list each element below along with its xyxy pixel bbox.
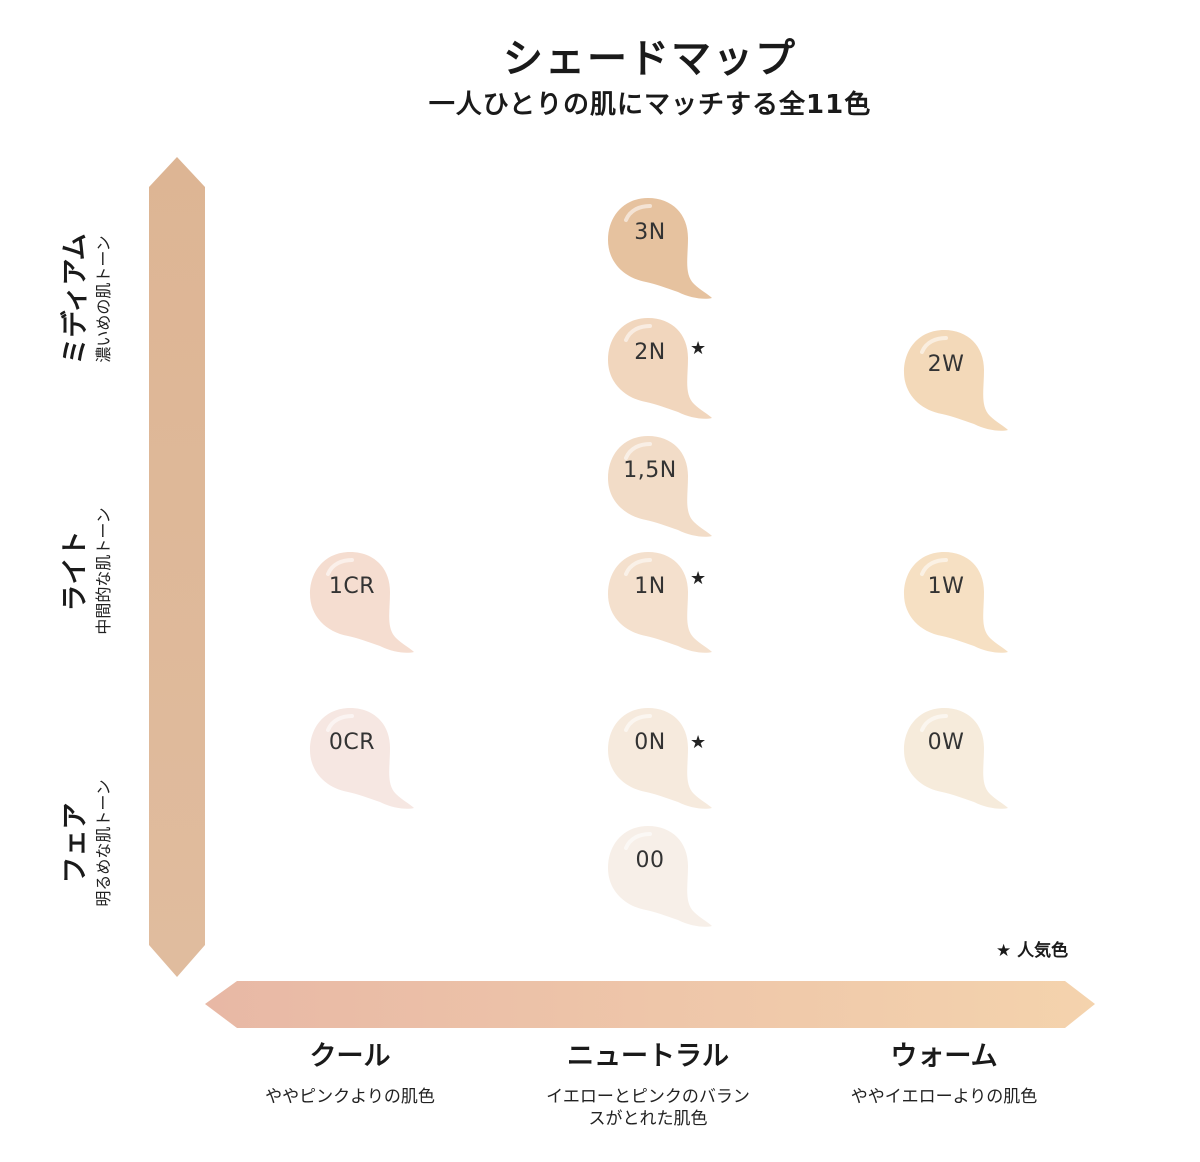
shade-1-5n-code: 1,5N — [623, 458, 677, 483]
y-label-medium: ミディアム 濃いめの肌トーン — [59, 169, 129, 429]
y-label-fair: フェア 明るめな肌トーン — [59, 713, 129, 973]
y-label-fair-main: フェア — [60, 802, 91, 884]
shade-drop-shape — [608, 552, 712, 653]
shade-drop-shape — [310, 552, 414, 653]
shade-1n: 1N — [608, 552, 718, 672]
shade-2n-drop — [608, 318, 712, 419]
shade-3n: 3N — [608, 198, 718, 318]
x-label-neutral: ニュートラル イエローとピンクのバランスがとれた肌色 — [488, 1040, 808, 1130]
x-label-neutral-main: ニュートラル — [567, 1041, 729, 1072]
shade-0n-code: 0N — [634, 730, 666, 755]
shade-0n-drop — [608, 708, 712, 809]
x-label-neutral-sub: イエローとピンクのバランスがとれた肌色 — [546, 1087, 750, 1129]
shade-2w-drop — [904, 330, 1008, 431]
shade-0cr: 0CR — [310, 708, 420, 828]
shade-1n-code: 1N — [634, 574, 666, 599]
shade-3n-code: 3N — [634, 220, 666, 245]
x-label-cool-main: クール — [309, 1041, 391, 1072]
vertical-axis-arrow — [149, 157, 205, 977]
x-label-warm-sub: ややイエローよりの肌色 — [850, 1087, 1038, 1107]
shade-drop-shape — [904, 330, 1008, 431]
horizontal-axis-arrow — [205, 981, 1095, 1028]
shade-00-drop — [608, 826, 712, 927]
shade-drop-shape — [608, 318, 712, 419]
shade-1-5n-drop — [608, 436, 712, 537]
y-label-light-main: ライト — [60, 530, 91, 612]
shade-drop-highlight — [920, 558, 948, 576]
shade-0w-code: 0W — [927, 730, 965, 755]
shade-0n: 0N — [608, 708, 718, 828]
shade-00: 00 — [608, 826, 718, 946]
shade-1w-code: 1W — [927, 574, 965, 599]
legend-star: ★ — [996, 941, 1012, 961]
y-label-medium-main: ミディアム — [60, 233, 91, 365]
popular-star-0n: ★ — [690, 732, 707, 753]
shade-drop-shape — [904, 552, 1008, 653]
shade-0w: 0W — [904, 708, 1014, 828]
x-label-cool: クール ややピンクよりの肌色 — [190, 1040, 510, 1108]
shade-1n-drop — [608, 552, 712, 653]
shade-1w-drop — [904, 552, 1008, 653]
y-label-fair-sub: 明るめな肌トーン — [94, 779, 113, 907]
shade-2n: 2N — [608, 318, 718, 438]
shade-1-5n: 1,5N — [608, 436, 718, 556]
legend: ★ 人気色 — [996, 936, 1068, 961]
shade-drop-highlight — [624, 832, 652, 850]
shade-drop-highlight — [920, 336, 948, 354]
shade-1cr-code: 1CR — [328, 574, 376, 599]
shade-2w-code: 2W — [927, 352, 965, 377]
y-label-light: ライト 中間的な肌トーン — [59, 441, 129, 701]
shade-3n-drop — [608, 198, 712, 299]
popular-star-2n: ★ — [690, 338, 707, 359]
shade-1cr-drop — [310, 552, 414, 653]
popular-star-1n: ★ — [690, 568, 707, 589]
y-label-light-sub: 中間的な肌トーン — [94, 507, 113, 635]
shade-0w-drop — [904, 708, 1008, 809]
shade-drop-shape — [608, 708, 712, 809]
page-title: シェードマップ — [503, 36, 797, 82]
shade-drop-shape — [608, 436, 712, 537]
page-subtitle: 一人ひとりの肌にマッチする全11色 — [428, 90, 872, 120]
shade-drop-highlight — [624, 714, 652, 732]
shade-drop-highlight — [624, 442, 652, 460]
shade-drop-highlight — [326, 714, 354, 732]
shade-drop-shape — [608, 826, 712, 927]
shade-drop-highlight — [326, 558, 354, 576]
shade-drop-shape — [608, 198, 712, 299]
shade-drop-highlight — [624, 204, 652, 222]
shade-drop-highlight — [624, 558, 652, 576]
shade-drop-shape — [310, 708, 414, 809]
legend-label: 人気色 — [1017, 941, 1069, 961]
y-label-medium-sub: 濃いめの肌トーン — [94, 235, 113, 363]
shade-2n-code: 2N — [634, 340, 666, 365]
x-label-warm: ウォーム ややイエローよりの肌色 — [784, 1040, 1104, 1108]
shade-drop-shape — [904, 708, 1008, 809]
x-label-warm-main: ウォーム — [890, 1041, 998, 1072]
x-label-cool-sub: ややピンクよりの肌色 — [265, 1087, 435, 1107]
shade-1cr: 1CR — [310, 552, 420, 672]
shade-2w: 2W — [904, 330, 1014, 450]
shade-1w: 1W — [904, 552, 1014, 672]
shade-0cr-code: 0CR — [328, 730, 376, 755]
shade-drop-highlight — [920, 714, 948, 732]
shade-drop-highlight — [624, 324, 652, 342]
shade-0cr-drop — [310, 708, 414, 809]
shade-00-code: 00 — [635, 848, 665, 873]
